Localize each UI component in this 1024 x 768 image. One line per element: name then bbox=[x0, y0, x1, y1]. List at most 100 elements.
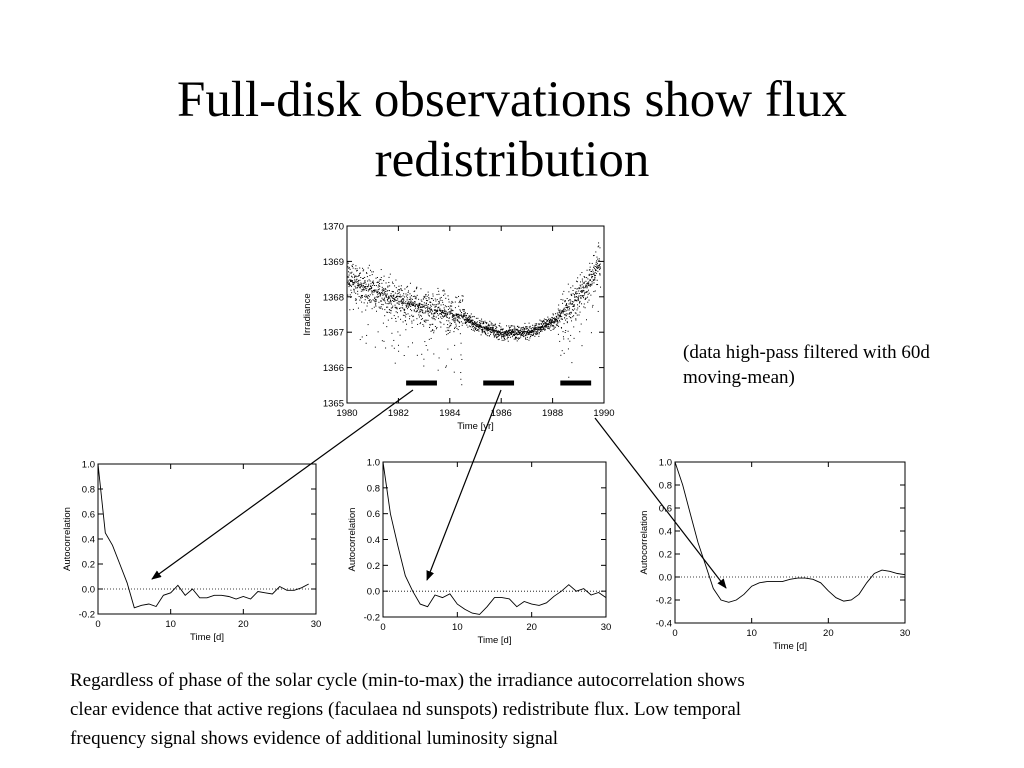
chart-0-point bbox=[581, 290, 583, 292]
chart-0-point bbox=[536, 330, 538, 332]
chart-0-point bbox=[451, 323, 453, 325]
chart-0-point bbox=[406, 308, 408, 310]
chart-0-point bbox=[426, 299, 428, 301]
chart-0-point bbox=[400, 287, 402, 289]
chart-0-point bbox=[476, 321, 478, 323]
chart-0-point bbox=[490, 322, 492, 324]
chart-0-point bbox=[591, 284, 593, 286]
chart-0-point bbox=[441, 299, 443, 301]
chart-0-point bbox=[529, 325, 531, 327]
chart-0-point bbox=[592, 273, 594, 275]
chart-0-point bbox=[585, 291, 587, 293]
chart-0-point bbox=[401, 307, 403, 309]
chart-0-point bbox=[361, 285, 363, 287]
chart-0-point bbox=[499, 330, 501, 332]
chart-0-point bbox=[414, 297, 416, 299]
chart-0-point bbox=[543, 327, 545, 329]
chart-0-point bbox=[463, 318, 465, 320]
chart-0-point bbox=[462, 322, 464, 324]
chart-0-point bbox=[474, 321, 476, 323]
chart-0-point bbox=[356, 281, 358, 283]
chart-0-point bbox=[433, 314, 435, 316]
chart-0-point bbox=[427, 306, 429, 308]
chart-0-point bbox=[479, 322, 481, 324]
chart-0-point bbox=[442, 315, 444, 317]
chart-0-point bbox=[449, 330, 451, 332]
chart-0-point bbox=[416, 303, 418, 305]
chart-1-y-tick-label: -0.2 bbox=[79, 610, 95, 621]
chart-0-point bbox=[514, 327, 516, 329]
chart-0-point bbox=[491, 323, 493, 325]
chart-0-point bbox=[348, 266, 350, 268]
chart-0-point bbox=[525, 334, 527, 336]
chart-0-point bbox=[350, 284, 352, 286]
chart-0-point bbox=[380, 277, 382, 279]
chart-0-point bbox=[496, 337, 498, 339]
chart-0-point bbox=[589, 285, 591, 287]
chart-0-point bbox=[575, 292, 577, 294]
chart-0-point bbox=[366, 305, 368, 307]
chart-0-point bbox=[557, 314, 559, 316]
chart-0-point bbox=[398, 296, 400, 298]
chart-0-point bbox=[383, 289, 385, 291]
chart-0-point bbox=[433, 315, 435, 317]
chart-0-point bbox=[562, 299, 564, 301]
chart-0-point bbox=[407, 302, 409, 304]
chart-0-point bbox=[458, 315, 460, 317]
chart-0-point bbox=[405, 295, 407, 297]
chart-0-point bbox=[445, 366, 447, 368]
chart-0-point bbox=[572, 301, 574, 303]
chart-0-point bbox=[361, 283, 363, 285]
chart-0-point bbox=[569, 299, 571, 301]
chart-0-point bbox=[471, 321, 473, 323]
chart-0-point bbox=[365, 272, 367, 274]
chart-0-point bbox=[478, 327, 480, 329]
chart-0-point bbox=[504, 332, 506, 334]
chart-2-y-tick-label: 0.2 bbox=[367, 561, 380, 572]
chart-0-point bbox=[489, 324, 491, 326]
chart-0-point bbox=[470, 313, 472, 315]
chart-0-point bbox=[405, 313, 407, 315]
chart-0-point bbox=[507, 330, 509, 332]
chart-0-point bbox=[506, 325, 508, 327]
chart-0-point bbox=[366, 296, 368, 298]
chart-0-point bbox=[553, 326, 555, 328]
chart-0-point bbox=[454, 326, 456, 328]
chart-0-point bbox=[563, 310, 565, 312]
chart-0-point bbox=[465, 319, 467, 321]
chart-0-point bbox=[510, 331, 512, 333]
chart-0-point bbox=[488, 326, 490, 328]
chart-0-point bbox=[388, 276, 390, 278]
chart-0-point bbox=[384, 302, 386, 304]
chart-0-point bbox=[528, 330, 530, 332]
chart-0-point bbox=[465, 318, 467, 320]
chart-0-point bbox=[499, 334, 501, 336]
chart-0-point bbox=[538, 324, 540, 326]
chart-0-point bbox=[453, 314, 455, 316]
chart-0-point bbox=[435, 304, 437, 306]
chart-0-point bbox=[353, 277, 355, 279]
chart-0-point bbox=[371, 287, 373, 289]
chart-0-point bbox=[418, 305, 420, 307]
chart-0-point bbox=[548, 327, 550, 329]
chart-0-point bbox=[461, 315, 463, 317]
chart-0-point bbox=[521, 334, 523, 336]
chart-0-point bbox=[597, 310, 599, 312]
chart-0-point bbox=[399, 301, 401, 303]
chart-0-point bbox=[553, 328, 555, 330]
chart-0-point bbox=[361, 296, 363, 298]
chart-0-point bbox=[358, 283, 360, 285]
chart-0-point bbox=[478, 324, 480, 326]
chart-0-point bbox=[427, 307, 429, 309]
chart-0-point bbox=[475, 329, 477, 331]
chart-0-point bbox=[550, 318, 552, 320]
chart-2-y-tick-label: 0.6 bbox=[367, 509, 380, 520]
chart-0-point bbox=[392, 291, 394, 293]
chart-0-point bbox=[558, 319, 560, 321]
chart-0-point bbox=[578, 305, 580, 307]
chart-0-point bbox=[378, 301, 380, 303]
chart-0-point bbox=[522, 326, 524, 328]
chart-0-point bbox=[434, 319, 436, 321]
chart-0-point bbox=[587, 289, 589, 291]
chart-0-point bbox=[404, 315, 406, 317]
